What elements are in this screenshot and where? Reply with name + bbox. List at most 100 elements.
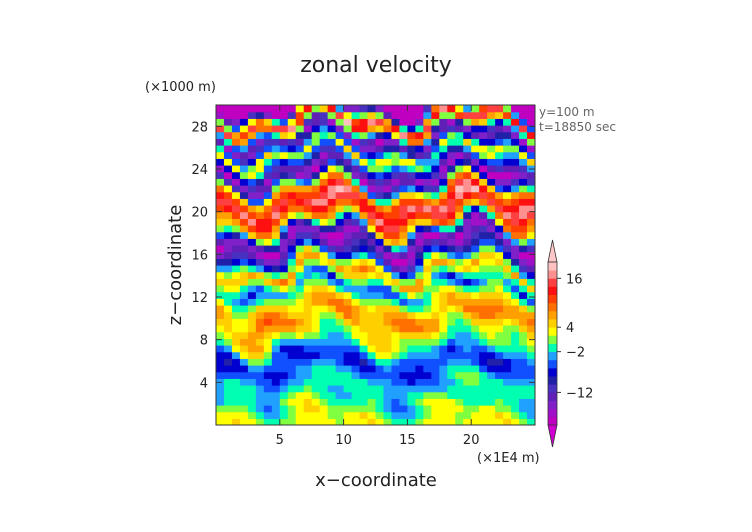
heatmap-cell	[423, 331, 432, 339]
heatmap-cell	[223, 398, 233, 406]
heatmap-cell	[439, 105, 448, 113]
heatmap-cell	[407, 265, 416, 273]
heatmap-cell	[351, 131, 361, 139]
heatmap-cell	[223, 285, 233, 293]
heatmap-cell	[279, 171, 289, 179]
heatmap-cell	[311, 105, 321, 113]
heatmap-cell	[255, 385, 265, 393]
heatmap-cell	[319, 205, 329, 213]
heatmap-cell	[239, 418, 249, 425]
heatmap-cell	[455, 171, 464, 179]
heatmap-cell	[471, 365, 480, 373]
heatmap-cell	[439, 165, 448, 173]
heatmap-cell	[479, 191, 488, 199]
heatmap-cell	[447, 251, 456, 259]
heatmap-cell	[271, 258, 281, 266]
heatmap-cell	[463, 298, 472, 306]
heatmap-cell	[231, 351, 241, 359]
heatmap-cell	[375, 385, 385, 393]
heatmap-cell	[463, 111, 472, 119]
heatmap-cell	[335, 285, 345, 293]
heatmap-cell	[439, 271, 448, 279]
heatmap-cell	[295, 411, 305, 419]
heatmap-cell	[463, 125, 472, 133]
heatmap-cell	[447, 365, 456, 373]
heatmap-cell	[399, 171, 408, 179]
heatmap-cell	[519, 191, 528, 199]
heatmap-cell	[503, 205, 512, 213]
heatmap-cell	[375, 245, 385, 253]
heatmap-cell	[231, 271, 241, 279]
heatmap-cell	[223, 365, 233, 373]
heatmap-cell	[447, 245, 456, 253]
heatmap-cell	[487, 411, 496, 419]
heatmap-cell	[359, 251, 369, 259]
heatmap-cell	[383, 245, 393, 253]
heatmap-cell	[479, 318, 488, 326]
heatmap-cell	[519, 338, 528, 346]
heatmap-cell	[431, 111, 440, 119]
heatmap-cell	[335, 385, 345, 393]
heatmap-cell	[239, 178, 249, 186]
heatmap-cell	[255, 251, 265, 259]
heatmap-cell	[239, 285, 249, 293]
heatmap-cell	[447, 298, 456, 306]
heatmap-cell	[519, 178, 528, 186]
heatmap-cell	[287, 245, 297, 253]
heatmap-cell	[455, 205, 464, 213]
heatmap-cell	[279, 131, 289, 139]
heatmap-cell	[247, 265, 257, 273]
heatmap-cell	[415, 411, 424, 419]
heatmap-cell	[375, 211, 385, 219]
heatmap-cell	[423, 198, 432, 206]
heatmap-cell	[223, 158, 233, 166]
heatmap-cell	[471, 391, 480, 399]
heatmap-field	[216, 105, 535, 425]
heatmap-cell	[487, 191, 496, 199]
heatmap-cell	[519, 165, 528, 173]
heatmap-cell	[503, 185, 512, 193]
heatmap-cell	[367, 178, 377, 186]
heatmap-cell	[311, 238, 321, 246]
heatmap-cell	[447, 305, 456, 313]
heatmap-cell	[431, 291, 440, 299]
heatmap-cell	[279, 225, 289, 233]
heatmap-cell	[423, 378, 432, 386]
heatmap-cell	[231, 298, 241, 306]
heatmap-cell	[279, 125, 289, 133]
heatmap-cell	[375, 258, 385, 266]
heatmap-cell	[527, 131, 535, 139]
heatmap-cell	[415, 371, 424, 379]
heatmap-cell	[303, 278, 313, 286]
heatmap-cell	[319, 258, 329, 266]
heatmap-cell	[343, 151, 353, 159]
heatmap-cell	[423, 105, 432, 113]
heatmap-cell	[239, 118, 249, 126]
heatmap-cell	[327, 218, 337, 226]
heatmap-cell	[519, 185, 528, 193]
heatmap-cell	[367, 191, 377, 199]
heatmap-cell	[367, 365, 377, 373]
heatmap-cell	[335, 371, 345, 379]
heatmap-cell	[231, 231, 241, 239]
heatmap-cell	[383, 371, 393, 379]
heatmap-cell	[367, 258, 377, 266]
heatmap-cell	[439, 151, 448, 159]
heatmap-cell	[519, 305, 528, 313]
heatmap-cell	[375, 105, 385, 113]
heatmap-cell	[359, 151, 369, 159]
heatmap-cell	[287, 358, 297, 366]
heatmap-cell	[279, 165, 289, 173]
heatmap-cell	[351, 405, 361, 413]
heatmap-cell	[455, 218, 464, 226]
heatmap-cell	[527, 225, 535, 233]
heatmap-cell	[439, 231, 448, 239]
heatmap-cell	[375, 185, 385, 193]
heatmap-cell	[399, 191, 408, 199]
heatmap-cell	[239, 111, 249, 119]
heatmap-cell	[255, 118, 265, 126]
heatmap-cell	[447, 358, 456, 366]
heatmap-cell	[503, 165, 512, 173]
heatmap-cell	[423, 385, 432, 393]
heatmap-cell	[367, 205, 377, 213]
